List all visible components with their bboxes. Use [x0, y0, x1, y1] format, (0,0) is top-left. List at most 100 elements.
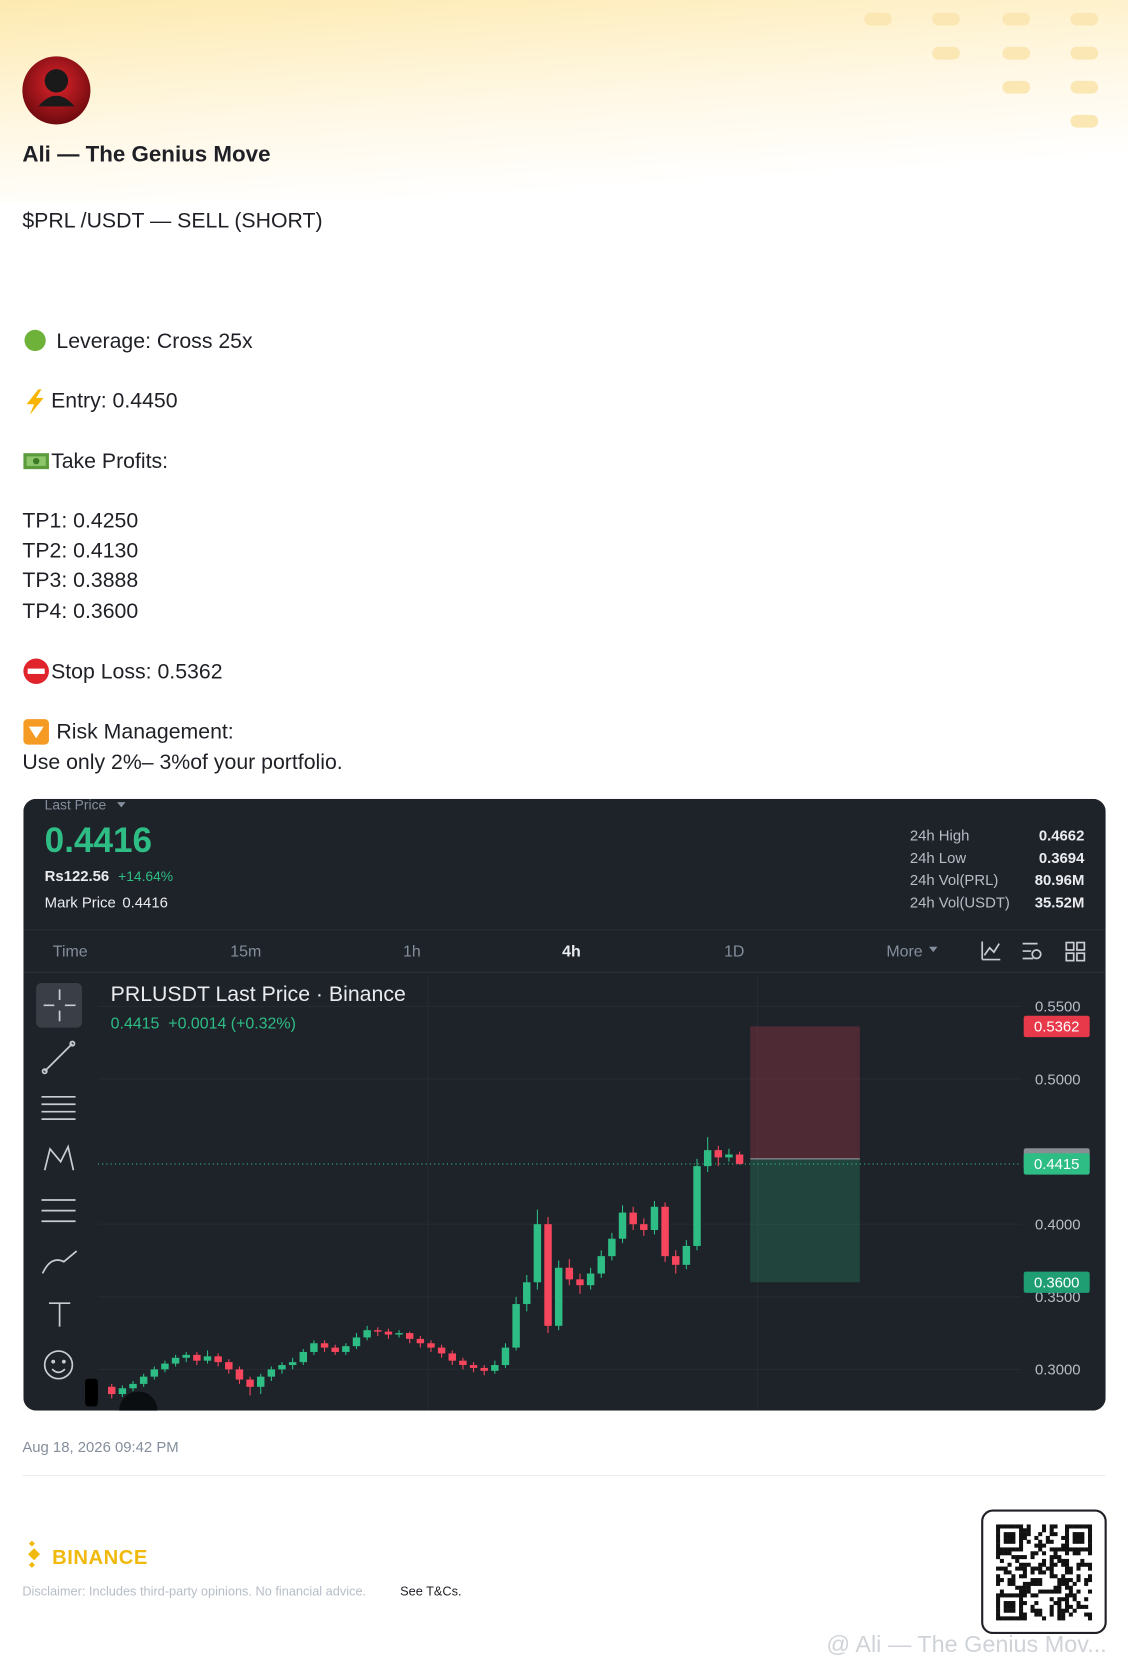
terms-link[interactable]: See T&Cs. [400, 1584, 461, 1599]
qr-module [1084, 1581, 1089, 1586]
timeframe-tab[interactable]: 1D [724, 943, 744, 960]
qr-module [1045, 1535, 1050, 1540]
qr-module [1007, 1570, 1012, 1575]
qr-module [996, 1566, 1001, 1571]
candle-body [618, 1212, 627, 1239]
qr-module [1049, 1555, 1054, 1560]
y-tick-label: 0.3000 [1035, 1363, 1081, 1379]
qr-module [1042, 1543, 1047, 1548]
post-title: $PRL /USDT — SELL (SHORT) [22, 209, 322, 233]
qr-module [1084, 1578, 1089, 1583]
candle-body [288, 1362, 297, 1366]
qr-module [1019, 1608, 1024, 1613]
qr-module [1015, 1585, 1020, 1590]
qr-module [1080, 1547, 1085, 1552]
qr-module [1038, 1547, 1043, 1552]
qr-module [1038, 1578, 1043, 1583]
qr-module [1042, 1551, 1047, 1556]
qr-module [1072, 1532, 1077, 1537]
candle-body [374, 1330, 382, 1332]
qr-module [1011, 1608, 1016, 1613]
stat-value: 0.3694 [1039, 851, 1085, 867]
qr-module [1053, 1589, 1058, 1594]
qr-module [1065, 1524, 1070, 1529]
candle-body [682, 1245, 691, 1265]
candle-body [331, 1347, 339, 1352]
collapse-handle[interactable] [85, 1378, 98, 1407]
target: TP2: 0.4130 [22, 538, 138, 562]
qr-module [996, 1532, 1001, 1537]
author-name[interactable]: Ali — The Genius Move [22, 142, 270, 167]
price-tag [1023, 1153, 1090, 1175]
qr-module [996, 1604, 1001, 1609]
qr-module [1076, 1551, 1081, 1556]
candle-body [203, 1356, 212, 1361]
qr-module [1049, 1558, 1054, 1563]
candle-body [108, 1386, 116, 1395]
timeframe-tab[interactable]: 4h [562, 943, 581, 960]
qr-module [1003, 1566, 1008, 1571]
timeframe-tab[interactable]: 15m [230, 943, 261, 960]
qr-module [1049, 1612, 1054, 1617]
qr-module [1080, 1558, 1085, 1563]
qr-module [1072, 1608, 1077, 1613]
qr-module [1072, 1524, 1077, 1529]
target-zone [750, 1158, 860, 1283]
green-circle-emoji [24, 329, 46, 352]
qr-module [1053, 1574, 1058, 1579]
watermark: @ Ali — The Genius Mov... [826, 1631, 1106, 1657]
stat-value: 35.52M [1035, 895, 1085, 911]
qr-module [1019, 1547, 1024, 1552]
last-price: 0.4416 [45, 821, 152, 860]
float-button[interactable] [119, 1391, 158, 1429]
qr-module [1034, 1551, 1039, 1556]
qr-module [996, 1581, 1001, 1586]
last-price-label[interactable]: Last Price [45, 797, 107, 813]
header-glow [0, 0, 1128, 203]
qr-module [1087, 1547, 1093, 1552]
qr-module [1015, 1547, 1020, 1552]
qr-module [1026, 1524, 1031, 1529]
qr-module [1072, 1535, 1077, 1540]
qr-module [1022, 1562, 1027, 1567]
qr-module [1053, 1555, 1058, 1560]
candle-body [342, 1346, 350, 1352]
qr-module [1011, 1581, 1016, 1586]
qr-module [1038, 1581, 1043, 1586]
qr-module [1045, 1539, 1050, 1544]
qr-module [1080, 1535, 1085, 1540]
qr-module [1030, 1608, 1035, 1613]
candle-body [363, 1330, 371, 1338]
drawing-tools[interactable] [36, 982, 82, 1380]
candle-body [608, 1238, 616, 1257]
qr-module [1065, 1539, 1070, 1544]
qr-module [999, 1616, 1004, 1621]
qr-module [1049, 1562, 1054, 1567]
qr-module [1019, 1589, 1024, 1594]
qr-module [1057, 1612, 1062, 1617]
qr-module [1076, 1524, 1081, 1529]
qr-module [1007, 1608, 1012, 1613]
mark-price: 0.4416 [122, 895, 168, 911]
qr-module [1003, 1551, 1008, 1556]
candle-body [672, 1256, 680, 1265]
candle-body [129, 1383, 137, 1389]
qr-module [1019, 1532, 1024, 1537]
avatar[interactable] [22, 56, 91, 125]
qr-module [1011, 1574, 1016, 1579]
candle-body [246, 1379, 254, 1387]
qr-module [1061, 1574, 1066, 1579]
qr-module [1065, 1547, 1070, 1552]
qr-module [1019, 1555, 1024, 1560]
qr-module [1065, 1604, 1070, 1609]
qr-module [1022, 1566, 1027, 1571]
qr-module [1068, 1593, 1073, 1598]
timeframe-tab[interactable]: 1h [403, 943, 421, 960]
candle-body [437, 1347, 446, 1354]
price-tag [1023, 1271, 1090, 1293]
qr-module [1019, 1566, 1024, 1571]
qr-module [1065, 1585, 1070, 1590]
qr-module [1087, 1539, 1093, 1544]
candle-body [523, 1282, 531, 1305]
timeframe-tab[interactable]: More [886, 943, 922, 960]
